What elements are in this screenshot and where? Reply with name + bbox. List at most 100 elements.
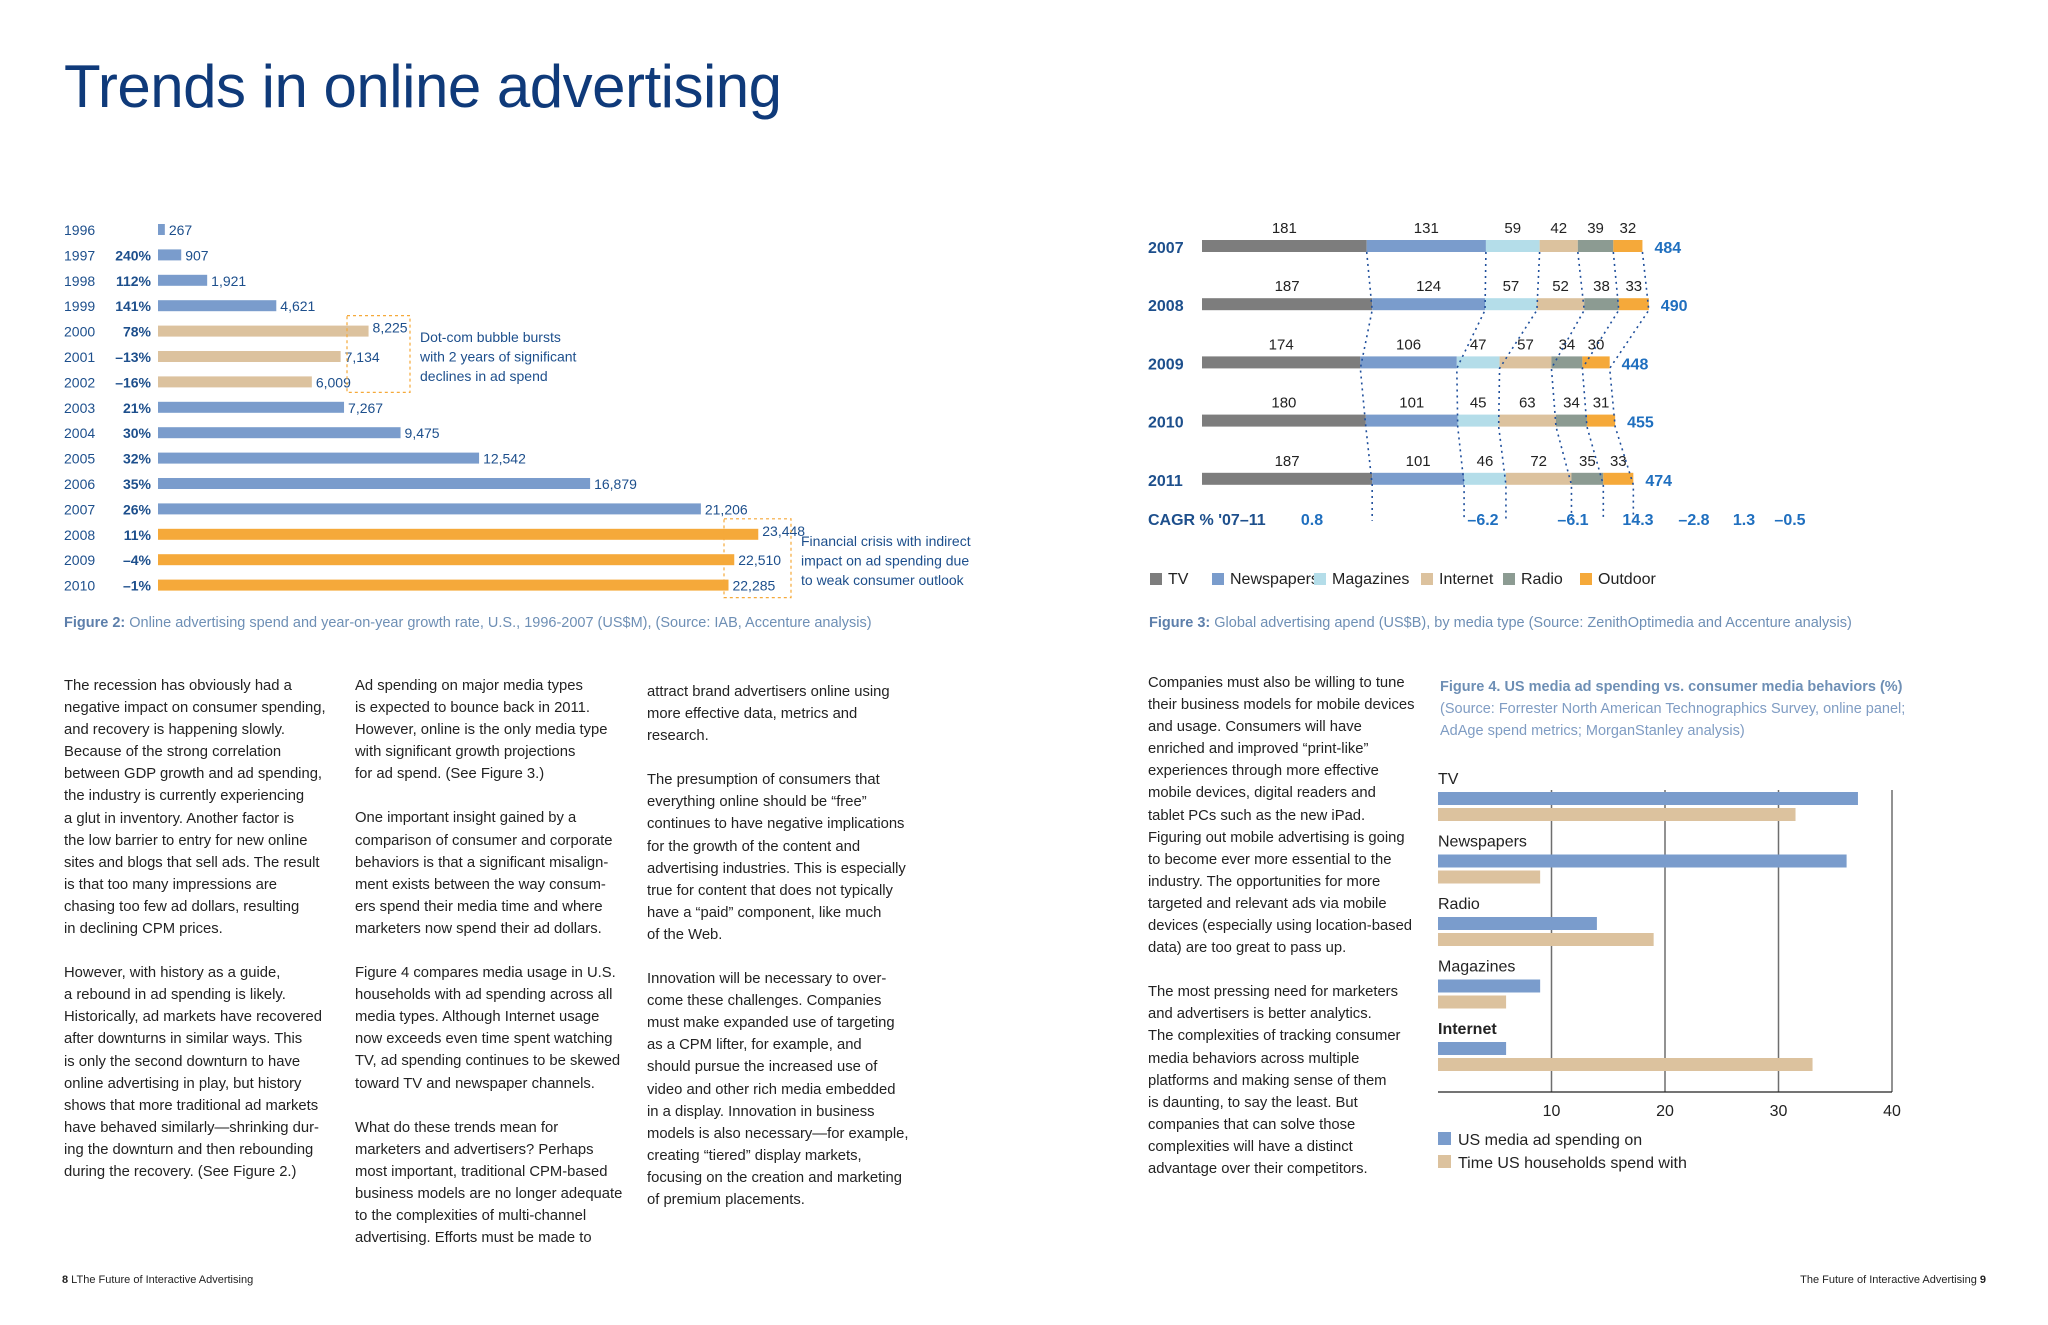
year-label: 2006	[64, 476, 95, 492]
cagr-value: 14.3	[1622, 512, 1653, 529]
bar-segment	[1613, 240, 1643, 252]
text-column-1: The recession has obviously had a negati…	[64, 675, 334, 1205]
year-label: 1998	[64, 273, 95, 289]
page-number-left: 8	[62, 1274, 69, 1286]
legend-label: Time US households spend with	[1458, 1155, 1687, 1172]
growth-label: 35%	[123, 476, 152, 492]
year-label: 2008	[64, 527, 95, 543]
crisis-annotation: Financial crisis with indirect	[801, 533, 971, 549]
bar-segment	[1365, 414, 1458, 427]
bar	[1438, 933, 1654, 946]
figure-4-chart: 10 20 30 40 TV Newspapers Radio Magazines Intern…	[1438, 771, 1901, 1172]
bar-segment	[1372, 298, 1486, 311]
bar-segment	[1555, 414, 1587, 427]
segment-label: 72	[1530, 453, 1547, 470]
growth-label: 26%	[123, 501, 152, 517]
bar-segment	[1485, 298, 1537, 311]
paragraph: attract brand advertisers online using m…	[647, 684, 890, 745]
bar	[1438, 1058, 1813, 1071]
segment-label: 39	[1587, 220, 1604, 237]
segment-label: 33	[1610, 453, 1627, 470]
total-label: 490	[1661, 298, 1688, 315]
value-label: 907	[185, 247, 209, 263]
value-label: 7,267	[348, 400, 383, 416]
segment-label: 34	[1559, 336, 1576, 353]
cagr-value: –0.5	[1774, 512, 1805, 529]
figure-4-caption: Figure 4. US media ad spending vs. consu…	[1440, 676, 1920, 742]
x-tick-label: 20	[1656, 1103, 1674, 1120]
segment-label: 101	[1399, 395, 1424, 412]
category-label: Radio	[1438, 896, 1480, 913]
paragraph: What do these trends mean for marketers …	[355, 1119, 623, 1247]
growth-label: 141%	[115, 298, 151, 314]
paragraph: Companies must also be willing to tune t…	[1148, 675, 1415, 957]
bar-segment	[1202, 356, 1361, 369]
legend-swatch	[1503, 573, 1515, 585]
segment-label: 63	[1519, 395, 1536, 412]
value-label: 8,225	[373, 320, 408, 336]
dotted-connector	[1497, 251, 1541, 521]
bar	[158, 478, 591, 489]
bar-segment	[1586, 414, 1616, 427]
bar	[1438, 854, 1847, 868]
cagr-value: –6.2	[1467, 512, 1498, 529]
x-tick-label: 40	[1883, 1103, 1901, 1120]
growth-label: 21%	[123, 400, 152, 416]
segment-label: 57	[1517, 336, 1534, 353]
value-label: 23,448	[762, 523, 805, 539]
x-tick-label: 10	[1543, 1103, 1561, 1120]
bar-segment	[1618, 298, 1649, 311]
legend-swatch	[1150, 573, 1162, 585]
value-label: 1,921	[211, 273, 246, 289]
x-tick-label: 30	[1770, 1103, 1788, 1120]
text-column-4: Companies must also be willing to tune t…	[1148, 672, 1428, 1202]
figure-3-caption: Figure 3: Global advertising apend (US$B…	[1149, 615, 1852, 631]
legend-swatch	[1212, 573, 1224, 585]
year-label: 2007	[64, 501, 95, 517]
bar-segment	[1457, 414, 1499, 427]
dotcom-bracket	[346, 314, 411, 394]
bar-segment	[1571, 472, 1604, 485]
segment-label: 38	[1593, 278, 1610, 295]
bar	[158, 427, 401, 439]
legend-label: TV	[1168, 571, 1189, 588]
paragraph: The presumption of consumers that everyt…	[647, 772, 906, 943]
segment-label: 101	[1406, 453, 1431, 470]
year-label: 1999	[64, 298, 95, 314]
segment-label: 181	[1272, 220, 1297, 237]
legend-label: Newspapers	[1230, 571, 1319, 588]
bar	[1438, 917, 1597, 930]
growth-label: –13%	[115, 349, 151, 365]
bar-segment	[1202, 414, 1366, 427]
year-label: 2003	[64, 400, 95, 416]
legend-label: Radio	[1521, 571, 1563, 588]
bar-segment	[1202, 298, 1373, 311]
bar	[1438, 792, 1858, 805]
bar-segment	[1485, 240, 1540, 252]
growth-label: 30%	[123, 425, 152, 441]
figure-2-caption-label: Figure 2:	[64, 615, 126, 631]
segment-label: 57	[1503, 278, 1520, 295]
bar-segment	[1536, 298, 1585, 311]
category-label: Internet	[1438, 1021, 1497, 1038]
paragraph: One important insight gained by a compar…	[355, 810, 613, 937]
bar-segment	[1366, 240, 1486, 252]
segment-label: 59	[1504, 220, 1521, 237]
legend-label: Outdoor	[1598, 571, 1656, 588]
year-label: 2002	[64, 374, 95, 390]
bar	[158, 325, 369, 337]
cagr-value: 1.3	[1733, 512, 1755, 529]
bar-segment	[1584, 298, 1619, 311]
segment-label: 46	[1477, 453, 1494, 470]
value-label: 7,134	[345, 349, 380, 365]
segment-label: 35	[1579, 453, 1596, 470]
growth-label: 11%	[124, 527, 152, 543]
paragraph: However, with history as a guide, a rebo…	[64, 965, 322, 1180]
footer-right: The Future of Interactive Advertising 9	[1800, 1274, 1986, 1286]
segment-label: 124	[1416, 278, 1441, 295]
growth-label: –1%	[123, 578, 152, 594]
footer-left-text: LThe Future of Interactive Advertising	[68, 1274, 254, 1286]
bar	[158, 528, 759, 540]
value-label: 16,879	[594, 476, 637, 492]
year-label: 2010	[1148, 415, 1184, 432]
